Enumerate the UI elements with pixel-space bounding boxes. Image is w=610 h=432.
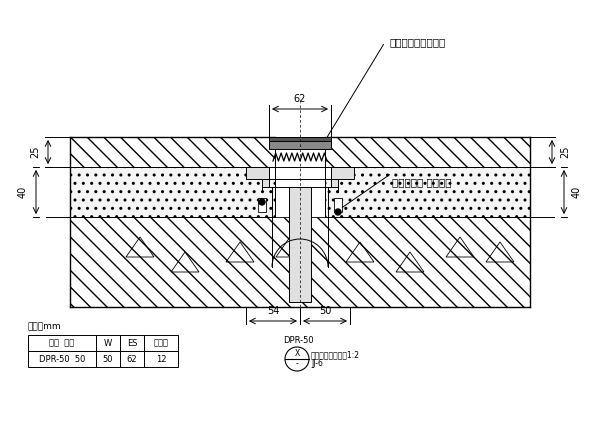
Text: 40: 40: [18, 186, 28, 198]
Bar: [334, 198, 342, 212]
Bar: [269, 137, 331, 141]
Bar: [70, 137, 275, 167]
Text: ES: ES: [127, 339, 137, 347]
Bar: [120, 335, 144, 351]
Bar: [262, 179, 269, 187]
Text: -: -: [296, 359, 298, 368]
Bar: [96, 335, 120, 351]
Text: 12: 12: [156, 355, 167, 363]
Circle shape: [259, 199, 265, 205]
Bar: [28, 335, 96, 351]
Bar: [96, 351, 120, 367]
Text: 型号  规格: 型号 规格: [49, 339, 74, 347]
Text: 62: 62: [294, 94, 306, 104]
Bar: [331, 179, 338, 187]
Bar: [70, 167, 275, 217]
Text: JJ-6: JJ-6: [311, 359, 323, 368]
Bar: [289, 187, 311, 302]
Bar: [120, 351, 144, 367]
Bar: [28, 351, 96, 367]
Text: 伸缩量: 伸缩量: [154, 339, 168, 347]
Text: 50: 50: [102, 355, 113, 363]
Circle shape: [285, 347, 309, 371]
Text: DPR-50: DPR-50: [283, 336, 314, 345]
Text: DPR-50  50: DPR-50 50: [39, 355, 85, 363]
Bar: [331, 167, 354, 179]
Bar: [144, 335, 178, 351]
Text: 62: 62: [127, 355, 137, 363]
Text: 54: 54: [267, 306, 279, 316]
Text: W: W: [104, 339, 112, 347]
Text: 25: 25: [560, 146, 570, 158]
Bar: [70, 217, 530, 307]
Circle shape: [335, 209, 341, 215]
Bar: [325, 137, 530, 167]
Text: 铝合金基座 膨胀螺栛: 铝合金基座 膨胀螺栛: [392, 177, 451, 187]
Text: 单位：mm: 单位：mm: [28, 322, 62, 331]
Text: 弹性橡胶带地坪材料: 弹性橡胶带地坪材料: [390, 37, 447, 47]
Text: 40: 40: [572, 186, 582, 198]
Bar: [325, 167, 530, 217]
Text: 双列式地坪变形缝1:2: 双列式地坪变形缝1:2: [311, 350, 360, 359]
Bar: [246, 167, 269, 179]
Text: 25: 25: [30, 146, 40, 158]
Text: 50: 50: [319, 306, 331, 316]
Bar: [258, 198, 266, 212]
Text: X: X: [295, 349, 300, 359]
Bar: [269, 167, 331, 179]
Bar: [269, 137, 331, 149]
Bar: [144, 351, 178, 367]
